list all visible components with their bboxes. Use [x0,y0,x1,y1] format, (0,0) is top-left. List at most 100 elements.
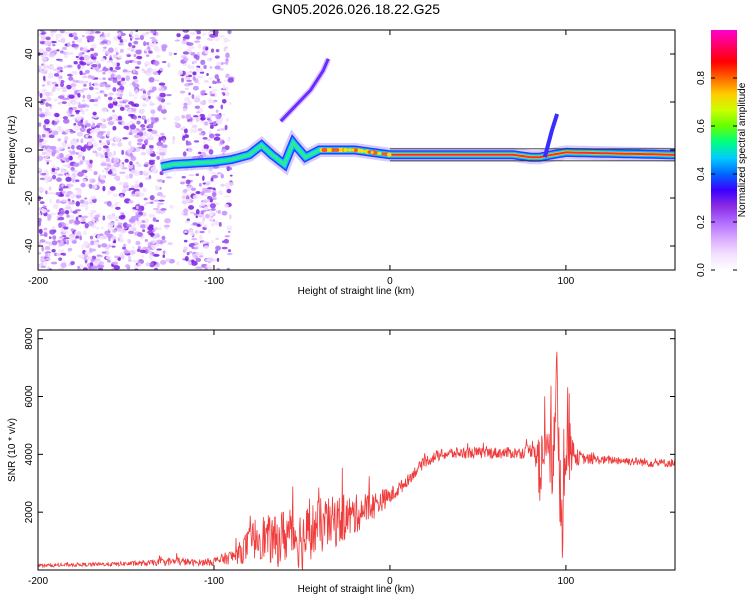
noise-dot [64,136,69,141]
noise-dot [122,246,127,250]
noise-dot [63,230,69,234]
colorbar-tick-label: 0.4 [696,167,707,181]
noise-dot [120,212,125,215]
noise-dot [208,86,212,89]
noise-dot [67,146,71,149]
noise-dot [102,67,109,72]
noise-dot [103,93,108,97]
noise-dot [168,51,173,56]
x-tick-label: 100 [558,576,575,587]
noise-dot [130,169,136,173]
noise-dot [149,145,154,149]
colorbar-tick-label: 0.6 [696,119,707,133]
noise-dot [222,113,226,116]
noise-dot [209,210,215,217]
noise-dot [221,91,225,95]
noise-dot [209,122,214,125]
noise-dot [193,60,198,64]
ridge-core-blob [333,148,337,152]
x-tick-label: -100 [204,276,224,287]
noise-dot [45,159,52,163]
noise-dot [227,30,232,35]
noise-dot [91,56,97,60]
noise-dot [153,41,157,46]
noise-dot [147,118,150,123]
noise-dot [128,230,135,235]
noise-dot [203,64,207,70]
noise-dot [43,227,48,231]
noise-dot [187,147,193,153]
noise-dot [90,124,96,128]
noise-dot [62,190,67,195]
noise-dot [193,213,197,216]
noise-dot [182,38,186,41]
noise-dot [113,73,117,79]
ridge-core-blob [357,148,362,153]
noise-dot [127,239,132,244]
noise-dot [189,211,196,214]
noise-dot [66,84,72,90]
noise-dot [154,226,158,231]
noise-dot [226,225,233,231]
noise-dot [109,104,113,108]
snr-x-axis: -200 -100 0 100 [28,330,575,587]
noise-dot [147,128,153,132]
noise-dot [196,30,201,35]
noise-dot [82,104,87,108]
noise-dot [78,52,83,57]
noise-dot [199,132,204,136]
noise-dot [188,82,194,86]
noise-dot [194,105,201,109]
noise-dot [137,138,144,143]
noise-dot [208,57,213,62]
y-tick-label: -20 [24,190,35,205]
noise-dot [156,191,163,197]
noise-dot [215,237,219,240]
noise-dot [135,49,142,55]
noise-dot [110,69,118,73]
noise-dot [125,174,130,180]
noise-dot [41,84,46,87]
ridge-core-blob [326,148,331,152]
noise-dot [71,101,79,105]
noise-dot [210,93,215,97]
x-tick-label: 0 [387,576,393,587]
noise-dot [129,152,134,157]
noise-dot [186,218,191,222]
noise-dot [74,70,78,75]
noise-dot [197,128,203,132]
noise-dot [208,130,212,135]
noise-dot [180,77,185,83]
noise-dot [48,241,53,246]
noise-dot [113,162,121,168]
noise-dot [195,266,203,269]
noise-dot [124,71,131,74]
noise-dot [94,214,100,218]
noise-dot [192,253,196,258]
noise-dot [41,133,46,138]
noise-dot [58,222,62,229]
noise-dot [209,203,216,209]
noise-dot [44,175,52,182]
noise-dot [88,86,94,91]
noise-dot [44,260,48,266]
noise-dot [59,30,65,34]
noise-dot [98,63,101,69]
noise-dot [220,173,224,179]
y-tick-label: 4000 [24,443,35,466]
noise-dot [156,248,163,251]
noise-dot [218,190,224,196]
noise-dot [67,198,71,202]
noise-dot [38,134,42,140]
noise-dot [44,253,48,258]
noise-dot [104,151,108,157]
noise-dot [119,48,124,53]
noise-dot [78,214,83,218]
noise-dot [121,149,125,156]
noise-dot [60,82,65,88]
noise-dot [46,111,52,117]
noise-dot [112,240,116,244]
noise-dot [42,57,47,63]
noise-dot [89,99,96,103]
noise-dot [76,138,79,143]
